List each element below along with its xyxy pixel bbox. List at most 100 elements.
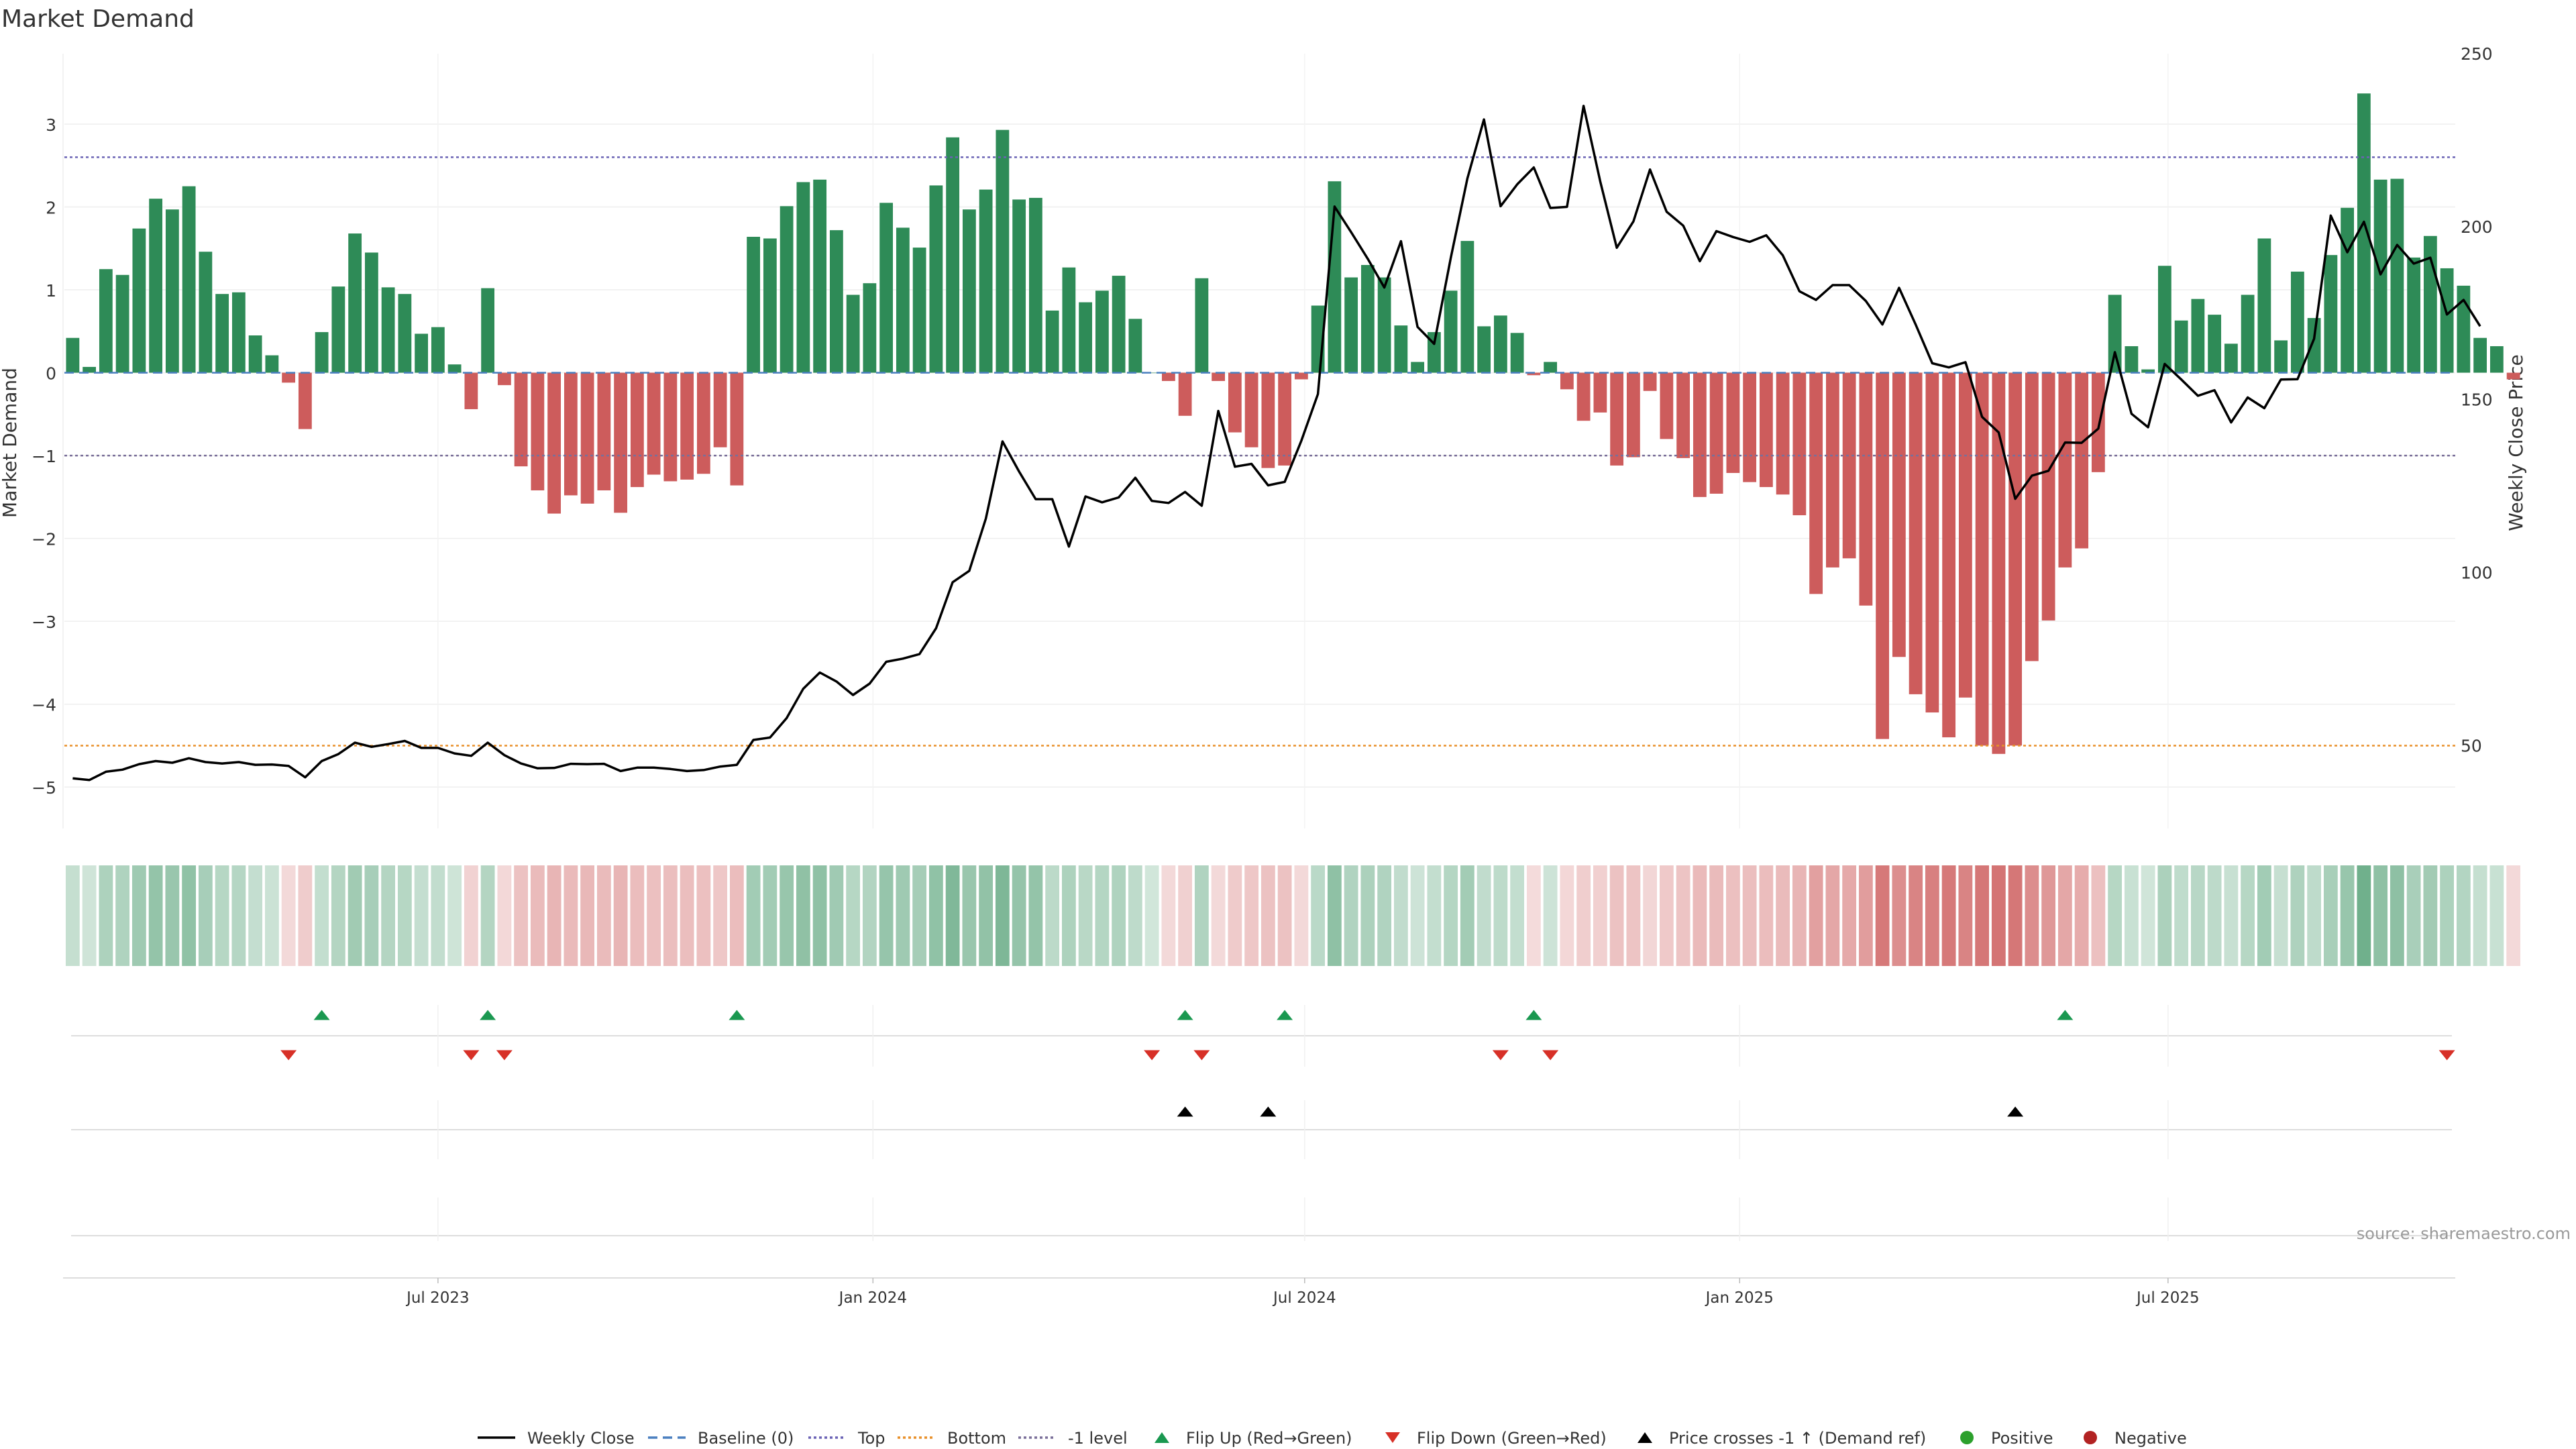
demand-tile [1228, 865, 1242, 966]
demand-tile [2406, 865, 2421, 966]
demand-bar [298, 372, 312, 429]
demand-tile [1593, 865, 1607, 966]
demand-tile [99, 865, 113, 966]
demand-bar [680, 372, 694, 480]
demand-bar [1278, 372, 1292, 466]
demand-tile [995, 865, 1010, 966]
demand-tile [912, 865, 927, 966]
demand-tile [131, 865, 146, 966]
demand-bar [2058, 372, 2072, 568]
demand-bar [1709, 372, 1723, 494]
demand-bar [265, 355, 279, 373]
legend-symbol [1385, 1432, 1400, 1443]
demand-bar [1294, 372, 1308, 380]
y-tick-label: 3 [46, 115, 56, 135]
demand-bar [315, 332, 329, 373]
demand-tile [2190, 865, 2205, 966]
demand-bar [1079, 302, 1093, 373]
x-tick-label: Jan 2025 [1705, 1289, 1774, 1307]
demand-bar [1112, 276, 1126, 373]
demand-tile [2357, 865, 2371, 966]
demand-tile [2423, 865, 2438, 966]
y-tick-label: 0 [46, 364, 56, 384]
demand-bar [1610, 372, 1624, 466]
demand-bar [2041, 372, 2055, 621]
demand-tile [1958, 865, 1973, 966]
demand-bar [1626, 372, 1640, 458]
demand-tile [431, 865, 445, 966]
demand-tile [2108, 865, 2123, 966]
demand-bar [912, 248, 926, 373]
demand-bar [1045, 310, 1059, 373]
demand-bar [813, 179, 827, 373]
demand-tile [862, 865, 877, 966]
demand-tile [165, 865, 180, 966]
demand-tile [1609, 865, 1624, 966]
demand-tile [2008, 865, 2023, 966]
y2-tick-label: 250 [2461, 44, 2493, 64]
demand-tile [447, 865, 462, 966]
demand-bar [1676, 372, 1690, 458]
demand-bar [364, 252, 378, 373]
demand-tile [1327, 865, 1342, 966]
flip-down-marker [1542, 1050, 1559, 1061]
demand-bar [1876, 372, 1890, 739]
demand-tile [1909, 865, 1923, 966]
demand-bar [614, 372, 628, 513]
demand-bar [1859, 372, 1873, 606]
legend-symbol [2084, 1431, 2097, 1444]
demand-tile [514, 865, 529, 966]
x-tick-label: Jul 2024 [1272, 1289, 1336, 1307]
demand-tile [1393, 865, 1408, 966]
demand-tile [1128, 865, 1142, 966]
demand-tile [2224, 865, 2239, 966]
demand-tile [928, 865, 943, 966]
demand-tile [65, 865, 80, 966]
y2-tick-label: 150 [2461, 390, 2493, 410]
demand-bar [846, 294, 860, 373]
demand-tile [1742, 865, 1757, 966]
flip-up-marker [1525, 1010, 1542, 1020]
demand-bar [2489, 346, 2504, 373]
demand-bar [99, 269, 113, 373]
y2-axis-label: Weekly Close Price [2505, 354, 2527, 531]
demand-bar [713, 372, 727, 447]
axis-layer: −5 −4 −3 −2 −1 0 1 2 3 50 100 150 200 250 [32, 44, 2493, 798]
demand-bar [248, 335, 262, 373]
y-tick-label: −4 [32, 696, 56, 715]
demand-tile [1560, 865, 1574, 966]
y2-tick-label: 200 [2461, 217, 2493, 237]
x-tick-label: Jan 2024 [838, 1289, 907, 1307]
demand-bar [796, 182, 810, 373]
demand-tile [763, 865, 777, 966]
demand-bar [2157, 266, 2171, 373]
demand-tile [381, 865, 396, 966]
price-cross-marker [2007, 1106, 2024, 1117]
demand-tile [248, 865, 263, 966]
legend-label: Flip Up (Red→Green) [1186, 1429, 1352, 1448]
x-tick-label: Jul 2023 [405, 1289, 470, 1307]
demand-tile [2473, 865, 2487, 966]
demand-tile [696, 865, 711, 966]
y-tick-label: −1 [32, 447, 56, 466]
demand-tile [1427, 865, 1442, 966]
demand-tile [2390, 865, 2404, 966]
legend-symbol [1960, 1431, 1974, 1444]
demand-tile [1377, 865, 1392, 966]
demand-bar [1660, 372, 1674, 439]
demand-bar [996, 129, 1010, 373]
demand-bar [730, 372, 744, 486]
demand-tile [1045, 865, 1060, 966]
demand-bar [2290, 271, 2304, 373]
demand-tile [2273, 865, 2288, 966]
demand-tile [2323, 865, 2338, 966]
demand-bar [647, 372, 661, 475]
demand-bar [2224, 343, 2238, 373]
demand-bar [547, 372, 561, 514]
demand-bar [1377, 277, 1391, 373]
demand-bar [564, 372, 578, 496]
demand-bar [2025, 372, 2039, 661]
demand-bar [2341, 207, 2355, 373]
legend-label: Negative [2114, 1429, 2187, 1448]
